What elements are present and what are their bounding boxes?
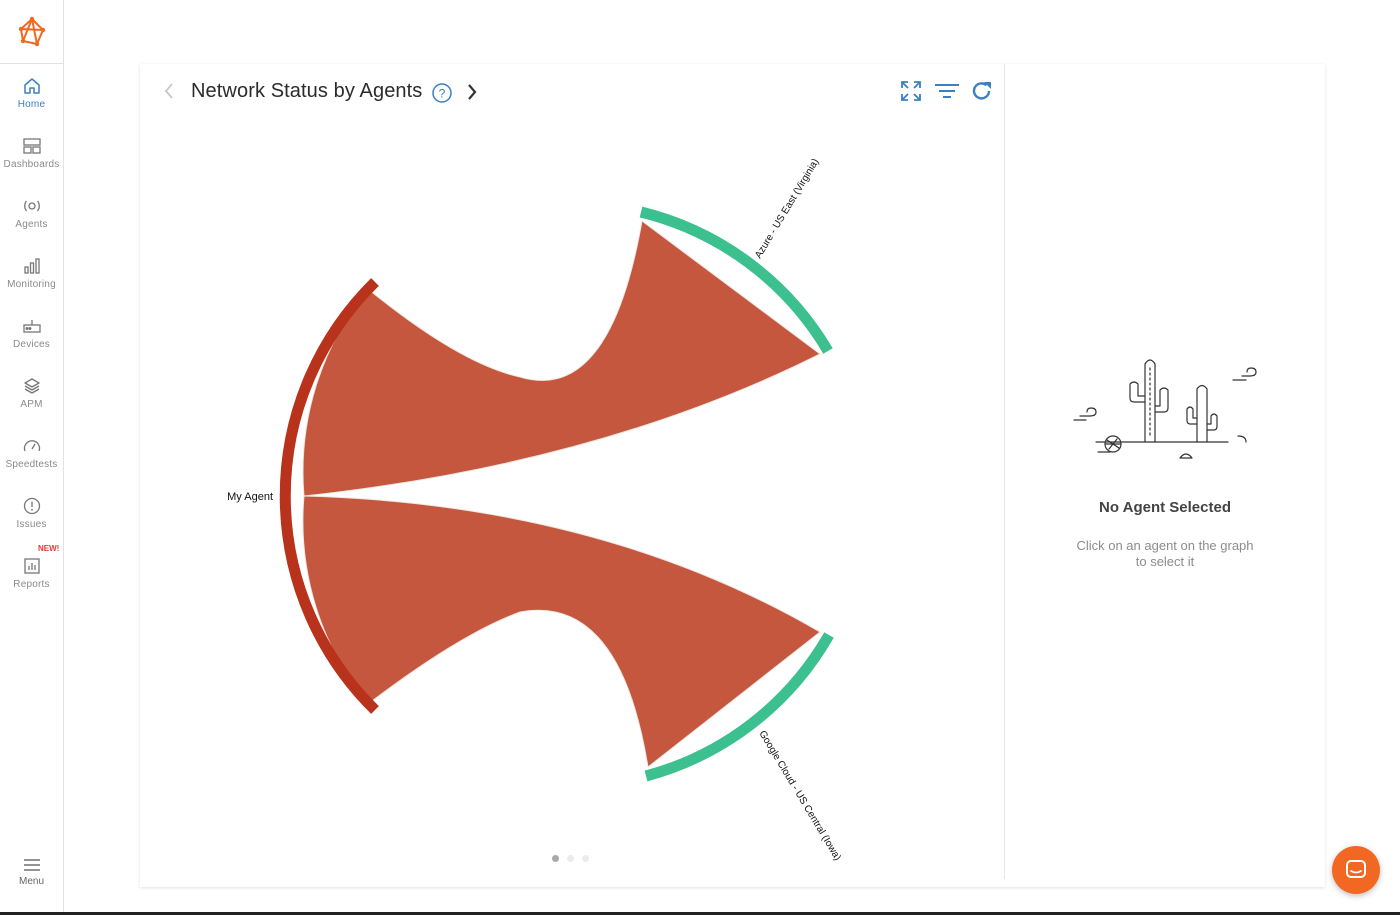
report-icon — [23, 558, 40, 574]
node-label-google: Google Cloud - US Central (Iowa) — [756, 729, 842, 863]
hamburger-icon — [23, 859, 40, 871]
sidebar-item-apm[interactable]: APM — [0, 364, 63, 424]
sidebar-item-issues[interactable]: Issues — [0, 484, 63, 544]
expand-icon[interactable] — [900, 80, 922, 102]
filter-icon[interactable] — [934, 80, 960, 102]
chevron-right-icon[interactable] — [465, 81, 479, 103]
pager-dot[interactable] — [567, 855, 574, 862]
sidebar-item-agents[interactable]: Agents — [0, 184, 63, 244]
sidebar-item-reports[interactable]: NEW! Reports — [0, 544, 63, 604]
arc-google-cloud-us-central[interactable] — [644, 632, 834, 782]
pager-dot[interactable] — [552, 855, 559, 862]
arc-azure-us-east[interactable] — [639, 206, 833, 354]
dashboard-icon — [22, 138, 41, 154]
gauge-icon — [23, 440, 40, 452]
empty-state-subtitle: Click on an agent on the graph to select… — [1076, 538, 1254, 569]
menu-label: Menu — [18, 876, 44, 887]
panel-divider — [1004, 64, 1005, 879]
new-badge: NEW! — [38, 544, 60, 553]
sidebar-item-label: Dashboards — [3, 159, 60, 170]
sidebar-item-label: APM — [20, 399, 43, 410]
sidebar-item-label: Devices — [13, 339, 50, 350]
svg-text:?: ? — [439, 87, 446, 101]
widget-pager — [552, 855, 589, 862]
bar-chart-icon — [23, 258, 40, 274]
alert-circle-icon — [23, 497, 40, 515]
node-label-azure: Azure - US East (Virginia) — [753, 157, 821, 261]
desert-cactus-illustration — [1073, 359, 1257, 459]
sidebar-item-monitoring[interactable]: Monitoring — [0, 244, 63, 304]
sidebar-item-label: Home — [17, 99, 46, 110]
help-icon[interactable]: ? — [431, 82, 453, 104]
chat-icon — [1346, 860, 1366, 878]
widget-title: Network Status by Agents — [191, 80, 423, 102]
sidebar-item-speedtests[interactable]: Speedtests — [0, 424, 63, 484]
sidebar-item-home[interactable]: Home — [0, 64, 63, 124]
layers-icon — [23, 378, 40, 394]
app-logo[interactable] — [0, 0, 63, 64]
refresh-icon[interactable] — [971, 80, 993, 102]
sidebar-item-label: Monitoring — [7, 279, 56, 290]
chord-chart: My Agent Azure - US East (Virginia) Goog… — [227, 157, 843, 863]
sidebar-item-label: Issues — [16, 519, 47, 530]
window-bottom-border — [0, 912, 1400, 915]
sidebar-item-label: Speedtests — [5, 459, 58, 470]
sidebar: Home Dashboards Agents Monitoring — [0, 0, 64, 913]
chord-my-agent-azure[interactable] — [302, 220, 821, 497]
sidebar-item-devices[interactable]: Devices — [0, 304, 63, 364]
sidebar-item-dashboards[interactable]: Dashboards — [0, 124, 63, 184]
node-label-my-agent: My Agent — [227, 491, 273, 503]
sidebar-item-label: Agents — [15, 219, 48, 230]
widget-header: Network Status by Agents ? — [140, 64, 1004, 120]
sidebar-item-label: Reports — [13, 579, 50, 590]
agents-icon — [23, 200, 40, 212]
menu-button[interactable]: Menu — [0, 858, 63, 908]
logo-icon — [18, 16, 45, 46]
arc-my-agent[interactable] — [279, 278, 379, 714]
chat-launcher-button[interactable] — [1332, 846, 1380, 894]
empty-state-title: No Agent Selected — [1099, 499, 1231, 516]
pager-dot[interactable] — [582, 855, 589, 862]
router-icon — [22, 320, 41, 333]
home-icon — [23, 78, 40, 94]
network-status-widget: Network Status by Agents ? — [140, 64, 1325, 887]
chevron-left-icon[interactable] — [162, 80, 176, 102]
